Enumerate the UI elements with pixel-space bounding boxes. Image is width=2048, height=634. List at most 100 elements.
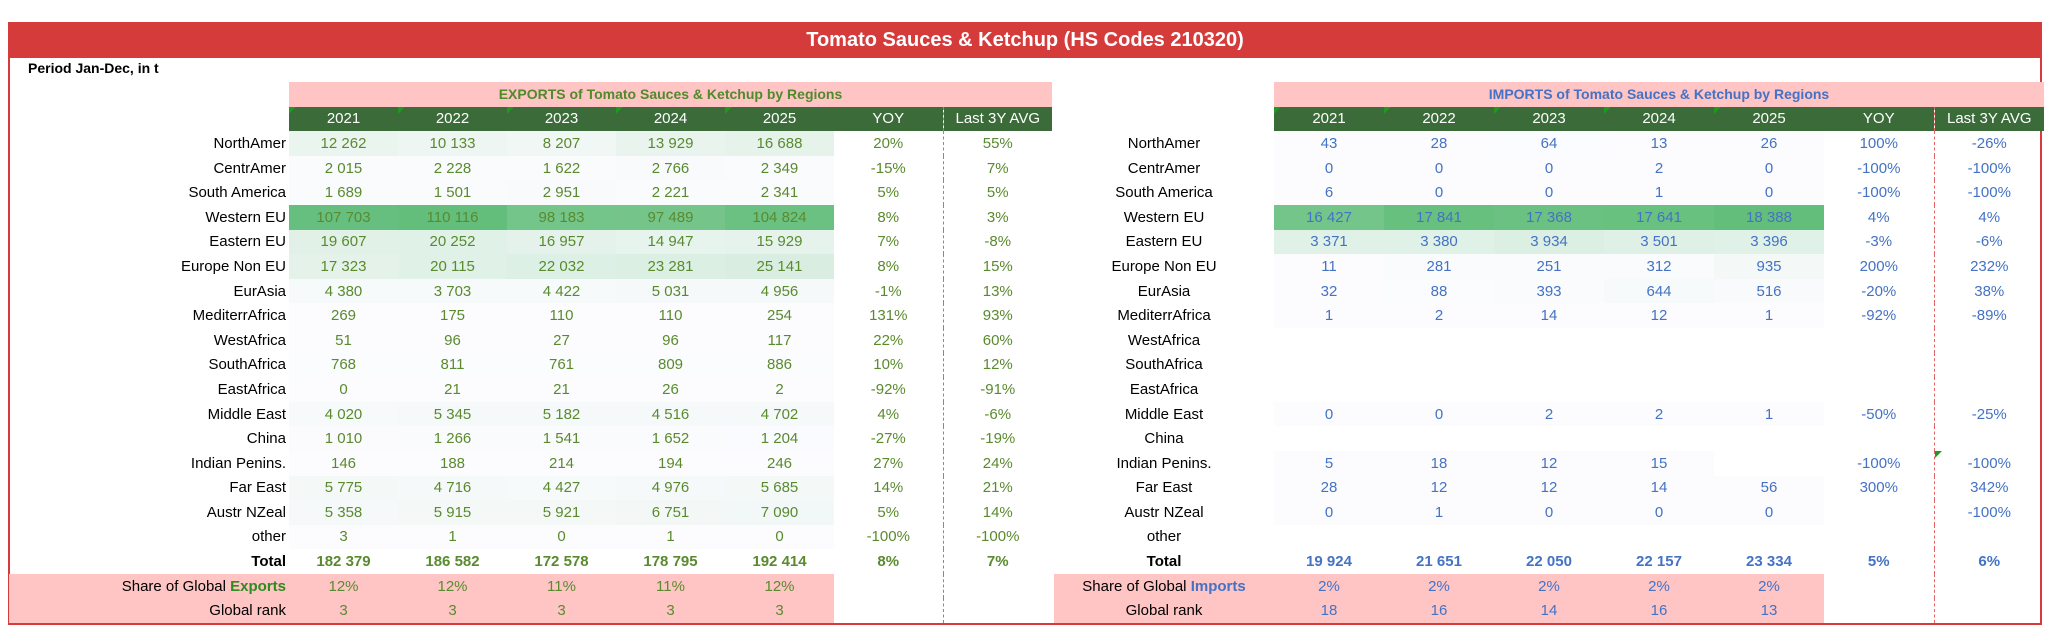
total-avg-cell[interactable]: 6%: [1933, 549, 2044, 574]
rank-cell-2022[interactable]: 16: [1384, 598, 1494, 624]
value-cell-2022[interactable]: [1384, 327, 1494, 353]
value-cell-2022[interactable]: 5 345: [398, 401, 507, 427]
value-cell-2024[interactable]: 312: [1604, 254, 1714, 279]
column-header-last-3y-avg[interactable]: Last 3Y AVG: [1933, 106, 2044, 132]
total-yoy-cell[interactable]: 8%: [877, 553, 900, 571]
value-cell-2024[interactable]: [1604, 327, 1714, 353]
value-cell-2025[interactable]: 0: [1714, 155, 1824, 181]
value-cell-2022[interactable]: [1384, 377, 1494, 402]
last-3y-avg-cell[interactable]: -26%: [1933, 131, 2044, 156]
yoy-cell[interactable]: [1824, 353, 1934, 378]
value-cell-2023[interactable]: 2: [1494, 401, 1604, 427]
value-cell-2023[interactable]: 4 427: [507, 475, 616, 501]
last-3y-avg-cell[interactable]: [1933, 327, 2044, 353]
value-cell-2023[interactable]: 14: [1494, 303, 1604, 328]
value-cell-2022[interactable]: 5 915: [398, 500, 507, 525]
value-cell-2021[interactable]: 1 010: [289, 426, 398, 451]
value-cell-2023[interactable]: 393: [1494, 278, 1604, 304]
value-cell-2021[interactable]: [1274, 352, 1384, 378]
value-cell-2022[interactable]: 0: [1384, 155, 1494, 181]
yoy-cell[interactable]: 8%: [877, 257, 900, 275]
value-cell-2022[interactable]: 3 380: [1384, 229, 1494, 255]
value-cell-2024[interactable]: 4 976: [616, 475, 725, 501]
last-3y-avg-cell[interactable]: -8%: [942, 229, 1052, 255]
value-cell-2025[interactable]: 0: [1714, 180, 1824, 205]
yoy-cell[interactable]: [1824, 377, 1934, 402]
value-cell-2024[interactable]: 14 947: [616, 229, 725, 255]
total-cell-2022[interactable]: 186 582: [425, 553, 480, 571]
column-header-2023[interactable]: 2023: [507, 106, 616, 132]
last-3y-avg-cell[interactable]: -19%: [942, 426, 1052, 451]
value-cell-2021[interactable]: 107 703: [289, 204, 398, 230]
value-cell-2023[interactable]: 21: [507, 377, 616, 402]
value-cell-2025[interactable]: 18 388: [1714, 204, 1824, 230]
value-cell-2022[interactable]: 1: [398, 524, 507, 550]
value-cell-2025[interactable]: [1714, 426, 1824, 451]
value-cell-2021[interactable]: 1: [1274, 303, 1384, 328]
yoy-cell[interactable]: 8%: [877, 208, 900, 226]
share-cell-2023[interactable]: 11%: [507, 573, 616, 599]
value-cell-2025[interactable]: 117: [725, 327, 834, 353]
value-cell-2022[interactable]: 88: [1384, 278, 1494, 304]
value-cell-2024[interactable]: 2: [1604, 401, 1714, 427]
value-cell-2025[interactable]: 15 929: [725, 229, 834, 255]
value-cell-2022[interactable]: 12: [1384, 475, 1494, 501]
value-cell-2024[interactable]: 1 652: [616, 426, 725, 451]
value-cell-2025[interactable]: 3 396: [1714, 229, 1824, 255]
value-cell-2023[interactable]: [1494, 377, 1604, 402]
last-3y-avg-cell[interactable]: -25%: [1933, 401, 2044, 427]
value-cell-2025[interactable]: 0: [725, 524, 834, 550]
last-3y-avg-cell[interactable]: 3%: [942, 204, 1052, 230]
last-3y-avg-cell[interactable]: 14%: [942, 500, 1052, 525]
column-header-2021[interactable]: 2021: [1274, 106, 1384, 132]
value-cell-2022[interactable]: [1384, 524, 1494, 550]
share-cell-2021[interactable]: 2%: [1274, 573, 1384, 599]
value-cell-2023[interactable]: [1494, 426, 1604, 451]
last-3y-avg-cell[interactable]: 38%: [1933, 278, 2044, 304]
value-cell-2022[interactable]: 21: [398, 377, 507, 402]
column-header-2024[interactable]: 2024: [616, 106, 725, 132]
rank-cell-2024[interactable]: 16: [1604, 598, 1714, 624]
value-cell-2023[interactable]: 3 934: [1494, 229, 1604, 255]
value-cell-2024[interactable]: [1604, 352, 1714, 378]
value-cell-2023[interactable]: 761: [507, 352, 616, 378]
last-3y-avg-cell[interactable]: 12%: [942, 352, 1052, 378]
last-3y-avg-cell[interactable]: -89%: [1933, 303, 2044, 328]
total-cell-2021[interactable]: 182 379: [316, 553, 371, 571]
value-cell-2025[interactable]: 935: [1714, 254, 1824, 279]
value-cell-2024[interactable]: 15: [1604, 450, 1714, 476]
value-cell-2021[interactable]: 0: [1274, 401, 1384, 427]
value-cell-2023[interactable]: 27: [507, 327, 616, 353]
value-cell-2024[interactable]: 1: [1604, 180, 1714, 205]
rank-cell-2021[interactable]: 3: [289, 598, 398, 624]
value-cell-2021[interactable]: 0: [1274, 500, 1384, 525]
value-cell-2021[interactable]: 5 775: [289, 475, 398, 501]
value-cell-2022[interactable]: 1: [1384, 500, 1494, 525]
total-cell-2024[interactable]: 22 157: [1636, 553, 1682, 571]
last-3y-avg-cell[interactable]: 5%: [942, 180, 1052, 205]
value-cell-2022[interactable]: 18: [1384, 450, 1494, 476]
last-3y-avg-cell[interactable]: -100%: [1933, 180, 2044, 205]
last-3y-avg-cell[interactable]: 21%: [942, 475, 1052, 501]
share-cell-2022[interactable]: 2%: [1384, 573, 1494, 599]
value-cell-2024[interactable]: 809: [616, 352, 725, 378]
value-cell-2023[interactable]: 110: [507, 303, 616, 328]
column-header-yoy[interactable]: YOY: [1824, 106, 1934, 132]
yoy-cell[interactable]: -100%: [866, 528, 910, 546]
column-header-last-3y-avg[interactable]: Last 3Y AVG: [942, 106, 1052, 132]
value-cell-2025[interactable]: 5 685: [725, 475, 834, 501]
value-cell-2023[interactable]: [1494, 327, 1604, 353]
value-cell-2022[interactable]: 175: [398, 303, 507, 328]
yoy-cell[interactable]: -15%: [870, 159, 906, 177]
value-cell-2023[interactable]: 0: [507, 524, 616, 550]
value-cell-2024[interactable]: 26: [616, 377, 725, 402]
last-3y-avg-cell[interactable]: [1933, 426, 2044, 451]
value-cell-2025[interactable]: [1714, 327, 1824, 353]
value-cell-2021[interactable]: 5 358: [289, 500, 398, 525]
value-cell-2025[interactable]: 4 956: [725, 278, 834, 304]
yoy-cell[interactable]: 4%: [877, 405, 900, 423]
yoy-cell[interactable]: -3%: [1865, 233, 1893, 251]
value-cell-2021[interactable]: [1274, 327, 1384, 353]
value-cell-2024[interactable]: 2: [1604, 155, 1714, 181]
value-cell-2025[interactable]: 1: [1714, 401, 1824, 427]
